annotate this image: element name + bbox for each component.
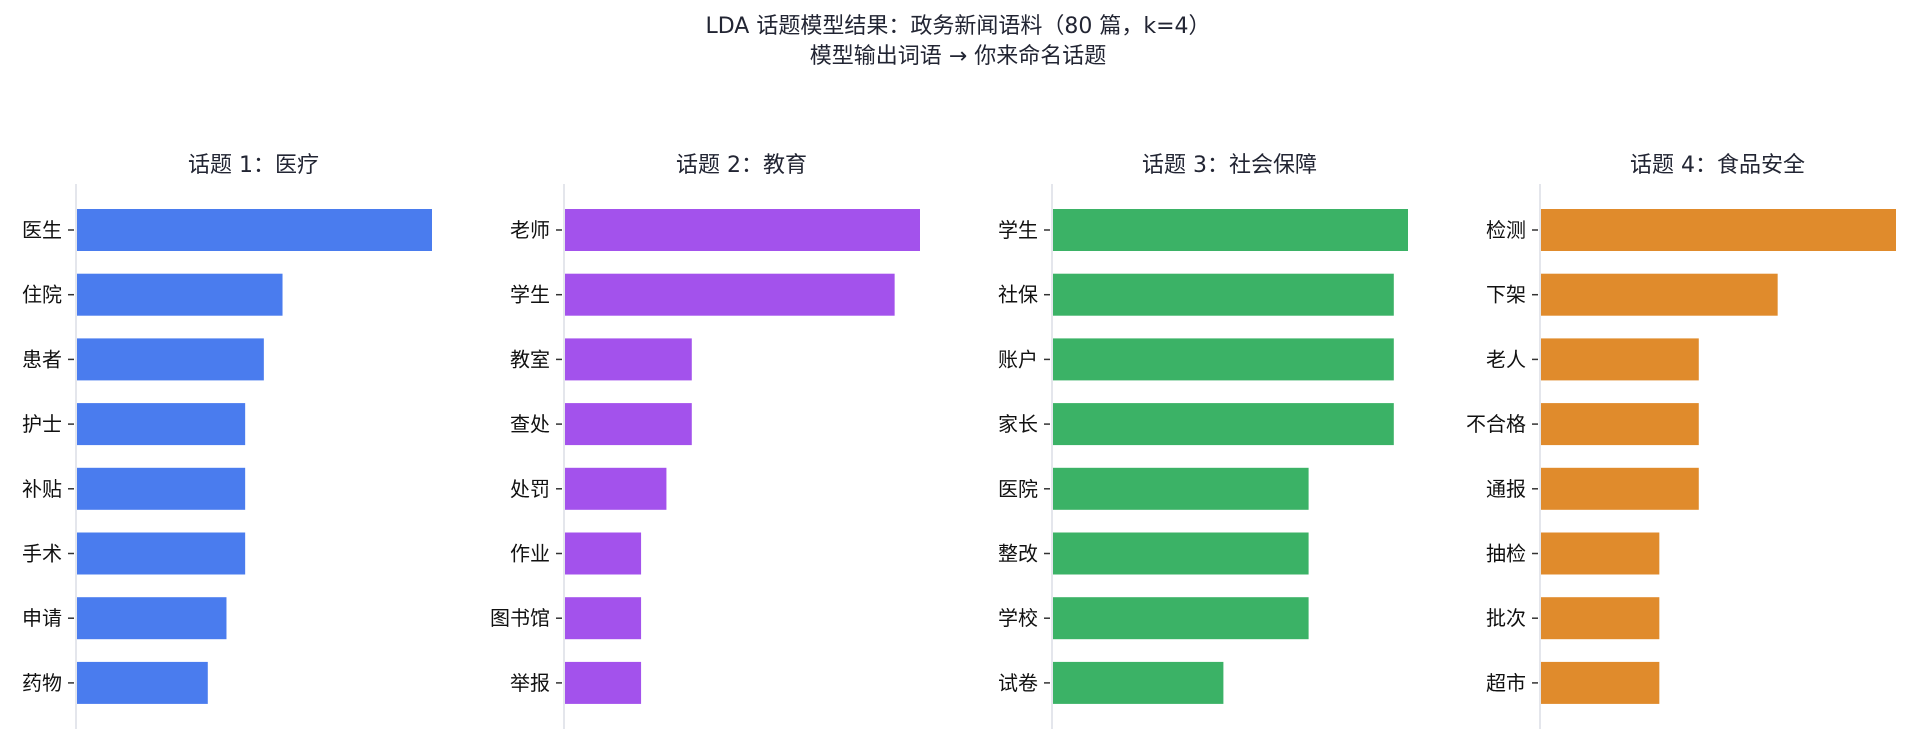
y-tick-label: 作业: [510, 542, 550, 566]
bar: [1053, 532, 1309, 575]
y-tick-label: 医生: [22, 218, 62, 242]
y-tick-label: 家长: [998, 412, 1038, 436]
bar: [1541, 467, 1699, 510]
bar: [565, 597, 642, 640]
y-tick-label: 处罚: [510, 477, 550, 501]
y-tick-label: 学校: [998, 606, 1038, 630]
bar: [1053, 209, 1408, 251]
y-tick-label: 社保: [998, 283, 1038, 307]
y-tick-label: 医院: [998, 477, 1038, 501]
bar: [1541, 532, 1660, 575]
bar: [1053, 467, 1309, 510]
chart-title: LDA 话题模型结果：政务新闻语料（80 篇，k=4）: [705, 14, 1210, 39]
bar: [77, 661, 208, 704]
bar: [1541, 209, 1896, 251]
y-tick-label: 学生: [510, 283, 550, 307]
y-tick-label: 下架: [1486, 283, 1526, 307]
bar: [1541, 597, 1660, 640]
y-tick-label: 账户: [998, 347, 1038, 371]
panel-title: 话题 4：食品安全: [1630, 153, 1805, 178]
bar: [1541, 403, 1699, 446]
y-tick-label: 老师: [510, 218, 550, 242]
bar: [1541, 338, 1699, 381]
bar: [77, 467, 246, 510]
panel-title: 话题 1：医疗: [188, 153, 319, 178]
y-tick-label: 不合格: [1466, 412, 1526, 436]
y-tick-label: 举报: [510, 671, 550, 695]
bar: [565, 532, 642, 575]
bar: [1053, 661, 1224, 704]
bar: [565, 338, 692, 381]
y-tick-label: 学生: [998, 218, 1038, 242]
y-tick-label: 老人: [1486, 347, 1526, 371]
y-tick-label: 批次: [1486, 606, 1526, 630]
bar: [565, 403, 692, 446]
bar: [1541, 661, 1660, 704]
chart-subtitle: 模型输出词语 → 你来命名话题: [810, 44, 1106, 69]
bar: [1053, 403, 1394, 446]
bar: [77, 532, 246, 575]
bar: [1053, 273, 1394, 316]
bar: [77, 273, 283, 316]
y-tick-label: 手术: [22, 542, 62, 566]
bar: [565, 661, 642, 704]
bar: [77, 597, 227, 640]
bar: [565, 209, 920, 251]
y-tick-label: 住院: [22, 283, 62, 307]
panel-title: 话题 2：教育: [676, 153, 807, 178]
y-tick-label: 超市: [1486, 671, 1526, 695]
y-tick-label: 检测: [1486, 218, 1526, 242]
bar: [77, 403, 246, 446]
y-tick-label: 教室: [510, 347, 550, 371]
y-tick-label: 整改: [998, 542, 1038, 566]
panel-title: 话题 3：社会保障: [1142, 153, 1317, 178]
bar: [1053, 338, 1394, 381]
y-tick-label: 药物: [22, 671, 62, 695]
bar: [77, 338, 264, 381]
y-tick-label: 试卷: [998, 671, 1038, 695]
bar: [1053, 597, 1309, 640]
y-tick-label: 补贴: [22, 477, 62, 501]
bar: [565, 273, 895, 316]
y-tick-label: 通报: [1486, 477, 1526, 501]
y-tick-label: 护士: [22, 412, 62, 436]
bar: [77, 209, 432, 251]
bar: [1541, 273, 1778, 316]
y-tick-label: 图书馆: [490, 606, 550, 630]
y-tick-label: 申请: [22, 606, 62, 630]
y-tick-label: 患者: [22, 347, 62, 371]
y-tick-label: 查处: [510, 412, 550, 436]
y-tick-label: 抽检: [1486, 542, 1526, 566]
bar: [565, 467, 667, 510]
